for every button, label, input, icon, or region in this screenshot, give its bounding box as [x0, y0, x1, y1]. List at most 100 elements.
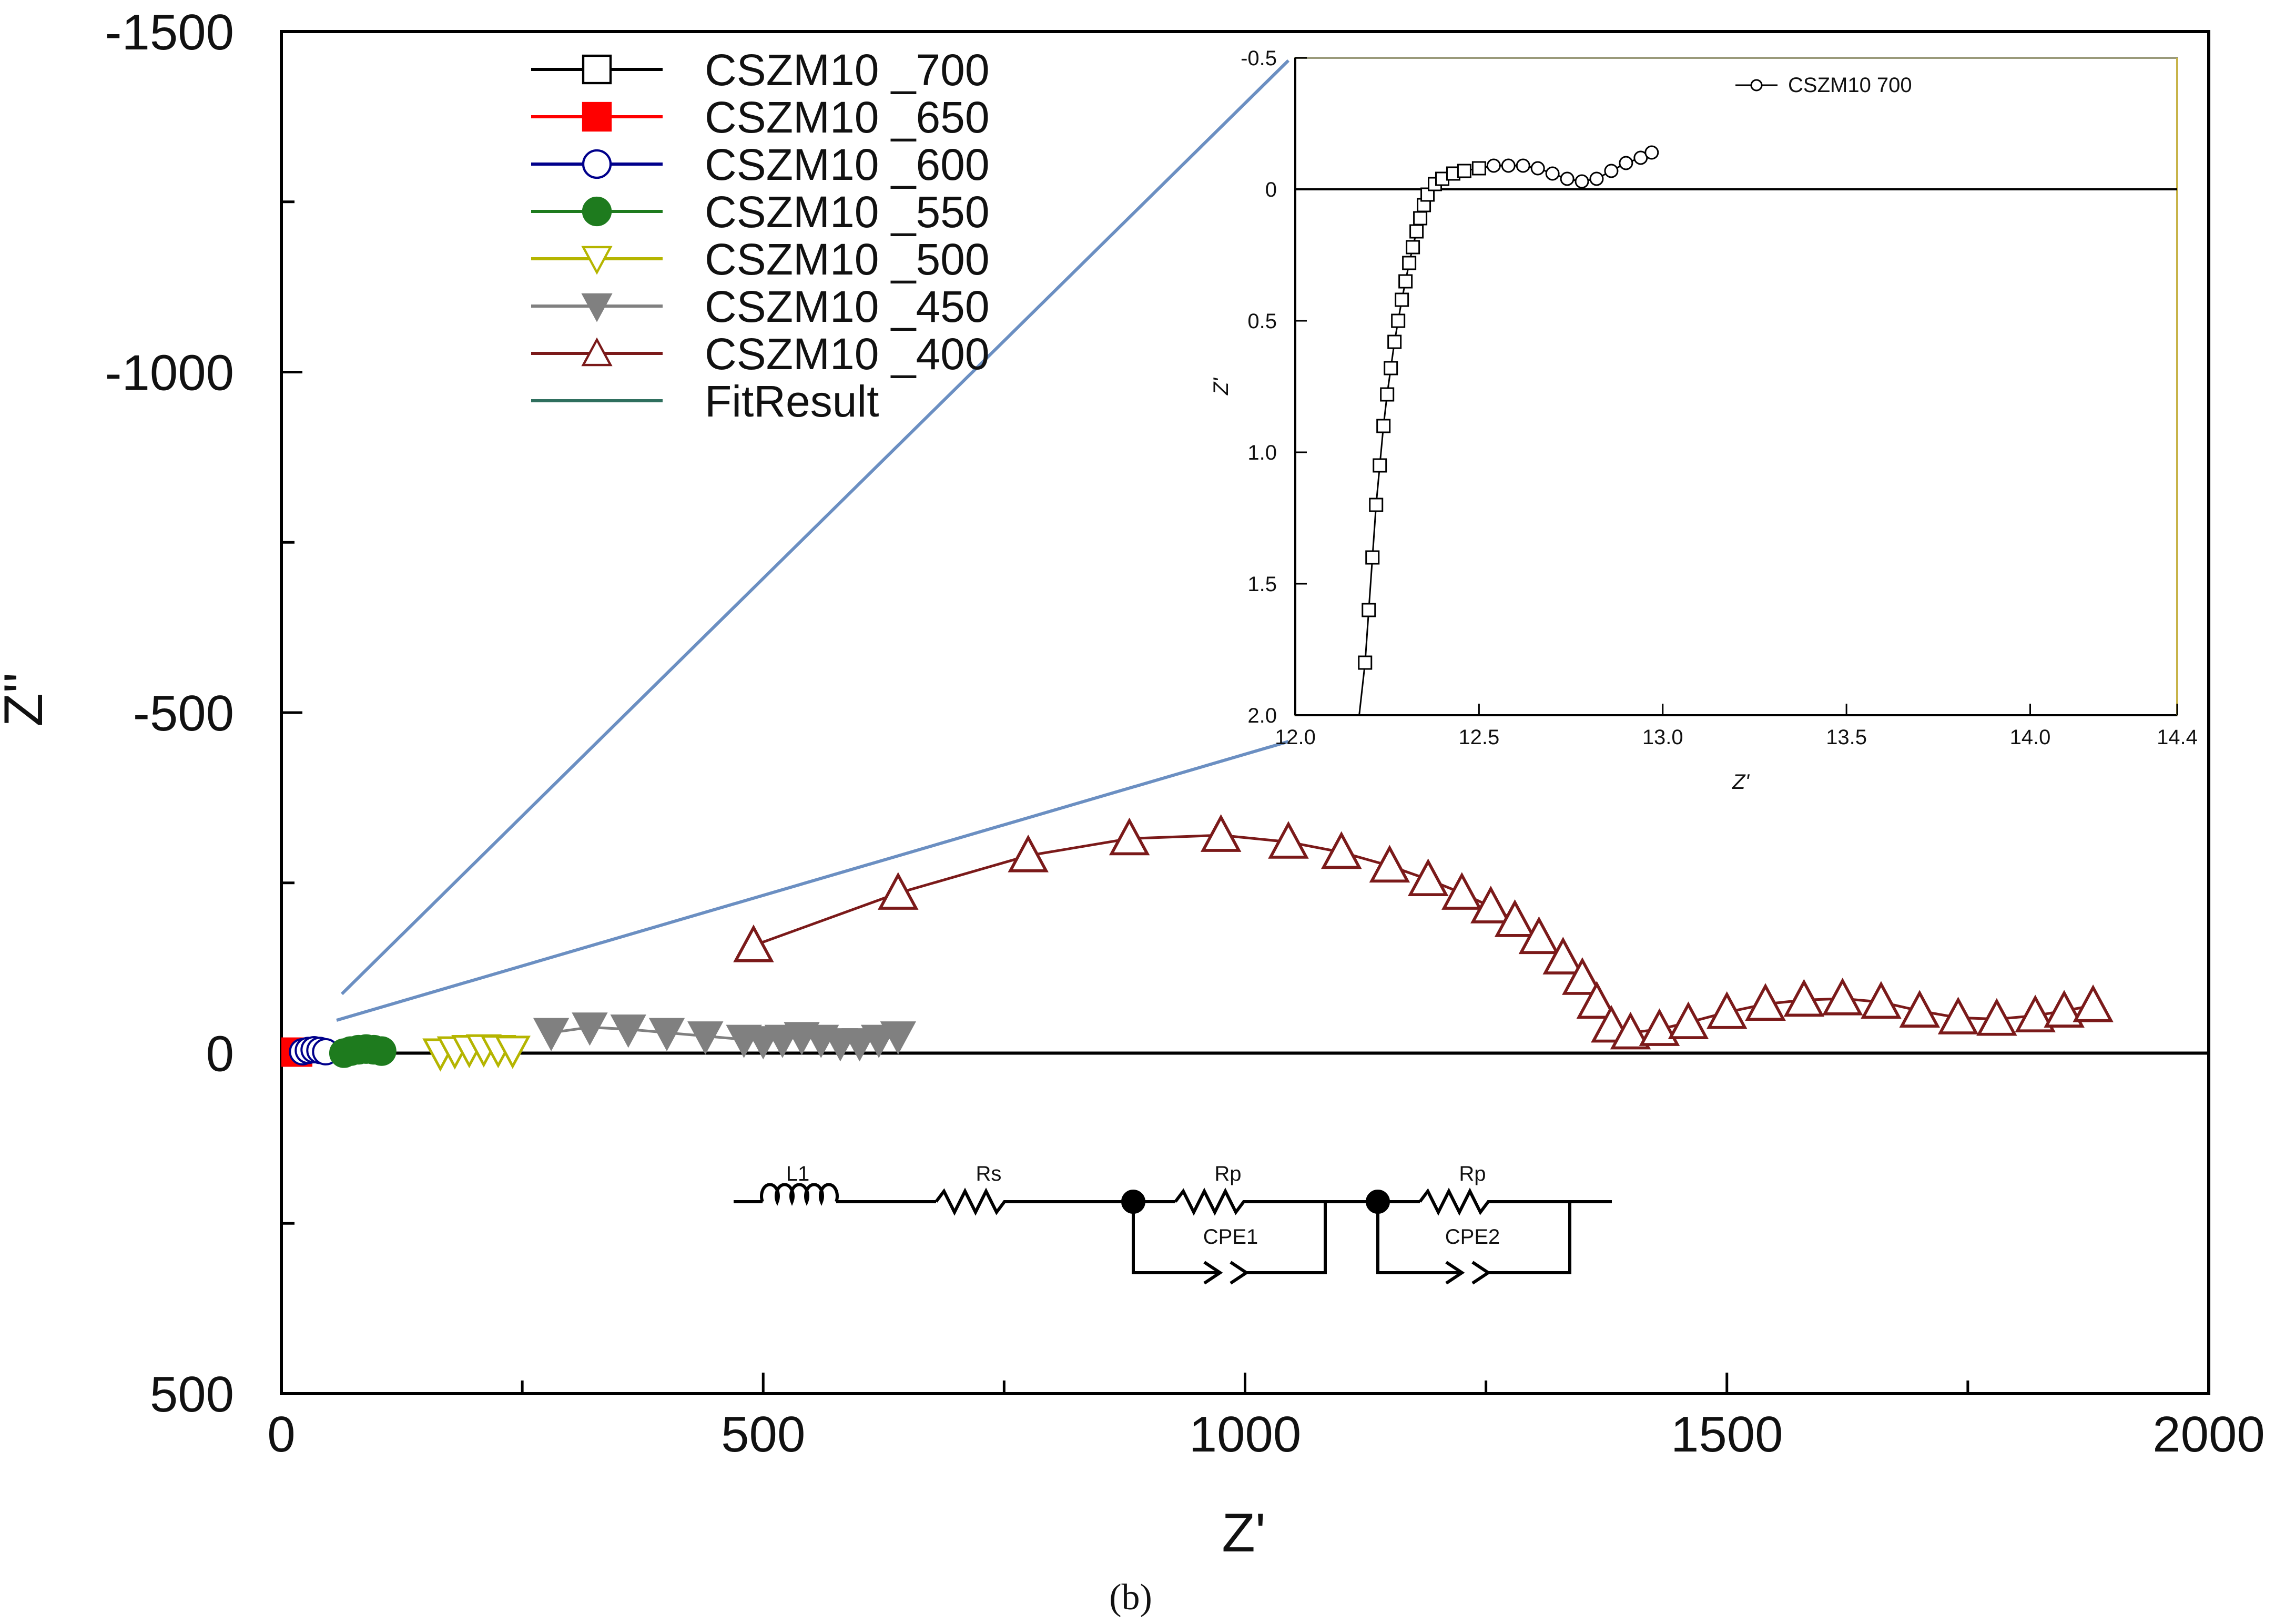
inset-data-point: [1369, 498, 1384, 512]
main-y-tick-label: -1500: [105, 4, 234, 60]
inset-data-point: [1398, 274, 1413, 289]
inset-x-tick-label: 12.0: [1275, 726, 1316, 749]
circuit-label-rp1: Rp: [1214, 1162, 1241, 1185]
inset-legend-label: CSZM10 700: [1788, 74, 1912, 97]
inset-plot-frame: [1294, 57, 2178, 716]
legend-label: CSZM10 _700: [705, 45, 990, 95]
data-point: [1407, 858, 1449, 897]
data-point: [1109, 817, 1150, 856]
circuit-label-rp2: Rp: [1459, 1162, 1486, 1185]
inset-legend-marker: [1750, 79, 1763, 92]
cpe1-loop-return: [1246, 1202, 1327, 1274]
cpe2-loop: [1376, 1202, 1462, 1274]
data-point: [878, 872, 919, 910]
circuit-label-rs: Rs: [976, 1162, 1002, 1185]
inset-data-point: [1358, 655, 1373, 670]
circuit-label-cpe2: CPE2: [1445, 1225, 1500, 1249]
inset-data-point: [1391, 313, 1406, 328]
inset-data-point: [1486, 158, 1501, 173]
data-point: [880, 1021, 916, 1055]
legend-marker: [581, 293, 613, 322]
inset-legend: CSZM10 700: [1735, 74, 1912, 97]
legend-label: CSZM10 _600: [705, 140, 990, 189]
data-point: [1899, 990, 1941, 1028]
inductor-l1: [760, 1183, 839, 1206]
main-x-tick-label: 2000: [2152, 1406, 2265, 1463]
circuit-label-l1: L1: [786, 1162, 810, 1185]
main-y-tick-label: -1000: [105, 345, 234, 401]
data-point: [1518, 916, 1560, 955]
inset-data-point: [1380, 387, 1395, 402]
main-x-axis-label: Z': [1222, 1503, 1265, 1564]
data-point: [2015, 994, 2056, 1033]
main-x-tick-label: 0: [267, 1406, 295, 1463]
inset-data-point: [1545, 166, 1560, 181]
data-point: [1668, 1001, 1709, 1039]
inset-data-point: [1376, 419, 1391, 433]
inset-data-point: [1589, 171, 1604, 186]
data-point: [1369, 845, 1410, 883]
main-x-tick-label: 500: [721, 1406, 805, 1463]
inset-y-tick-label: -0.5: [1241, 47, 1277, 70]
inset-data-point: [1413, 211, 1428, 226]
inset-data-point: [1516, 158, 1530, 173]
data-point: [1861, 981, 1902, 1019]
inset-plot-series: [1358, 145, 1659, 715]
data-point: [1937, 997, 1979, 1034]
inset-x-tick-label: 14.4: [2157, 726, 2198, 749]
data-point: [2073, 984, 2114, 1022]
inset-data-point: [1406, 240, 1420, 255]
inset-data-point: [1457, 164, 1471, 178]
circuit-label-cpe1: CPE1: [1203, 1225, 1258, 1249]
data-point: [1494, 899, 1536, 937]
inset-y-axis-label: Z': [1210, 378, 1233, 395]
main-axis-tick-labels: 0 500 1000 1500 2000 -1500 -1000 -500 0 500: [105, 4, 2264, 1463]
data-point: [1008, 834, 1049, 872]
legend-marker: [582, 196, 612, 227]
main-plot-series: [281, 814, 2114, 1072]
inset-axis-ticks: [1294, 57, 2178, 716]
data-point: [1321, 831, 1362, 869]
main-y-tick-label: -500: [133, 685, 234, 742]
data-point: [687, 1021, 724, 1055]
series-4: [422, 1034, 531, 1072]
inset-y-tick-label: 0: [1265, 178, 1277, 201]
figure-caption: (b): [1109, 1577, 1152, 1618]
data-point: [1706, 991, 1748, 1029]
inset-x-tick-label: 14.0: [2010, 726, 2051, 749]
main-y-axis-label: Z'': [0, 672, 54, 726]
series-3: [329, 1034, 397, 1068]
resistor-rs: [935, 1187, 1044, 1216]
inset-data-point: [1471, 161, 1486, 176]
cpe2-arrow-1: [1445, 1261, 1465, 1285]
data-point: [1200, 814, 1242, 852]
inset-data-point: [1560, 171, 1575, 186]
inset-data-point: [1575, 174, 1589, 189]
data-point: [1562, 957, 1603, 995]
series-5: [533, 1012, 916, 1062]
legend-label: CSZM10 _650: [705, 93, 990, 142]
inset-data-point: [1644, 145, 1659, 160]
inset-x-tick-label: 12.5: [1458, 726, 1499, 749]
inset-data-point: [1604, 164, 1619, 178]
inset-y-tick-label: 1.0: [1247, 441, 1277, 464]
data-point: [533, 1018, 570, 1051]
resistor-rp2: [1418, 1187, 1530, 1216]
legend-label: CSZM10 _550: [705, 187, 990, 237]
inset-data-point: [1384, 361, 1398, 375]
inset-data-point: [1402, 256, 1417, 270]
inset-axis-tick-labels: 12.0 12.5 13.0 13.5 14.0 14.4 -0.5 0 0.5 1.0 1.5 2.…: [1241, 47, 2198, 749]
data-point: [1610, 1011, 1651, 1050]
data-point: [733, 924, 774, 962]
inset-series-0: [1358, 145, 1659, 715]
main-x-tick-label: 1500: [1671, 1406, 1783, 1463]
data-point: [367, 1036, 397, 1066]
inset-data-point: [1362, 603, 1376, 617]
data-point: [648, 1018, 685, 1051]
legend-label: FitResult: [705, 377, 879, 426]
main-axis-ticks: [280, 30, 2210, 1395]
legend-marker: [581, 337, 613, 367]
data-point: [1441, 872, 1482, 910]
